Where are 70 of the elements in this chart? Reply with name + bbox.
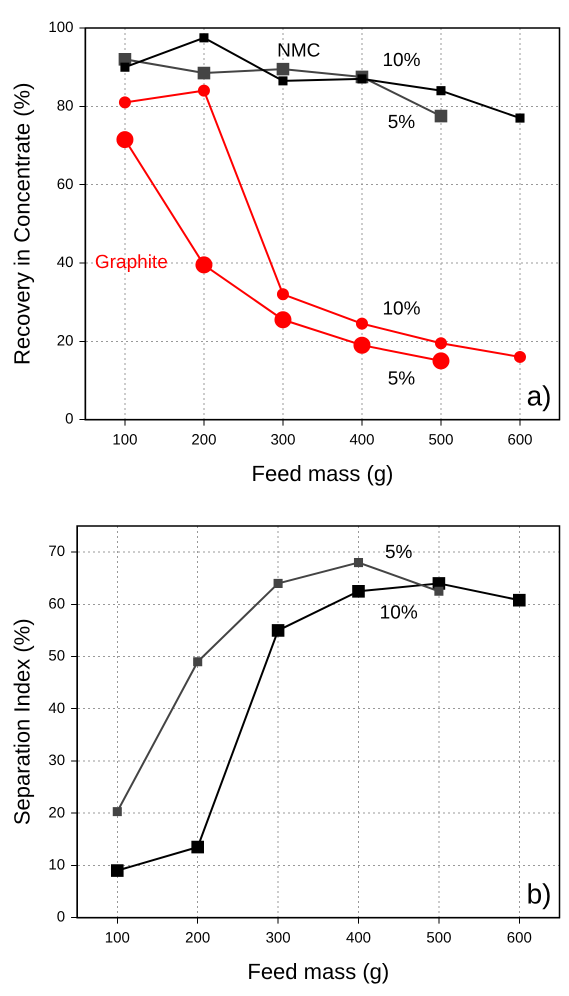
point xyxy=(352,584,365,598)
annotation: NMC xyxy=(277,40,320,62)
point xyxy=(276,62,290,76)
y-tick-label: 40 xyxy=(48,700,66,717)
series-label: 5% xyxy=(388,368,416,390)
annotation: a) xyxy=(526,380,552,412)
point xyxy=(434,586,444,596)
y-tick-label: 60 xyxy=(48,595,66,612)
point xyxy=(434,110,448,122)
x-tick-label: 200 xyxy=(191,432,216,449)
series-label: 10% xyxy=(382,298,421,320)
point xyxy=(199,33,208,42)
x-tick-label: 300 xyxy=(270,432,296,449)
series-label: 5% xyxy=(388,112,416,133)
series-label: 10% xyxy=(382,50,421,72)
y-axis-title: Recovery in Concentrate (%) xyxy=(9,82,34,366)
x-tick-label: 400 xyxy=(346,930,372,947)
y-tick-label: 100 xyxy=(48,19,74,36)
point xyxy=(432,352,450,370)
point xyxy=(118,96,131,108)
point xyxy=(272,624,284,637)
series-label: 5% xyxy=(384,542,413,564)
point xyxy=(514,350,526,363)
point xyxy=(120,62,130,72)
point xyxy=(112,807,122,816)
point xyxy=(274,578,283,588)
y-tick-label: 30 xyxy=(48,752,66,770)
x-tick-label: 500 xyxy=(426,930,452,947)
point xyxy=(195,256,212,274)
series-label: 10% xyxy=(380,602,418,624)
point xyxy=(434,337,447,350)
x-tick-label: 200 xyxy=(185,930,210,947)
y-tick-label: 60 xyxy=(56,176,74,193)
annotation: Graphite xyxy=(94,252,168,274)
point xyxy=(436,86,446,96)
point xyxy=(515,114,525,123)
point xyxy=(198,84,210,97)
x-tick-label: 400 xyxy=(349,432,374,449)
point xyxy=(193,657,202,666)
point xyxy=(357,74,367,84)
x-tick-label: 300 xyxy=(266,930,291,947)
x-tick-label: 500 xyxy=(428,432,454,449)
x-tick-label: 100 xyxy=(112,432,138,449)
y-tick-label: 0 xyxy=(56,908,66,926)
annotation: b) xyxy=(526,878,552,910)
y-tick-label: 0 xyxy=(65,410,74,428)
x-tick-label: 600 xyxy=(507,432,533,449)
point xyxy=(278,76,288,86)
y-tick-label: 10 xyxy=(48,856,66,874)
point xyxy=(191,840,204,854)
x-axis-title: Feed mass (g) xyxy=(247,958,390,984)
y-tick-label: 70 xyxy=(48,543,66,560)
point xyxy=(274,311,292,328)
point xyxy=(198,66,210,80)
y-tick-label: 50 xyxy=(48,648,66,665)
y-tick-label: 20 xyxy=(56,332,74,350)
y-tick-label: 40 xyxy=(56,254,74,272)
point xyxy=(356,318,368,330)
y-axis-title: Separation Index (%) xyxy=(9,618,34,826)
point xyxy=(116,131,134,148)
y-tick-label: 80 xyxy=(56,97,74,114)
x-tick-label: 100 xyxy=(104,930,130,947)
x-tick-label: 600 xyxy=(506,930,532,947)
point xyxy=(276,288,289,300)
x-axis-title: Feed mass (g) xyxy=(252,460,394,486)
point xyxy=(110,864,124,877)
y-tick-label: 20 xyxy=(48,804,66,822)
point xyxy=(354,558,364,568)
point xyxy=(512,594,526,606)
point xyxy=(353,336,370,354)
